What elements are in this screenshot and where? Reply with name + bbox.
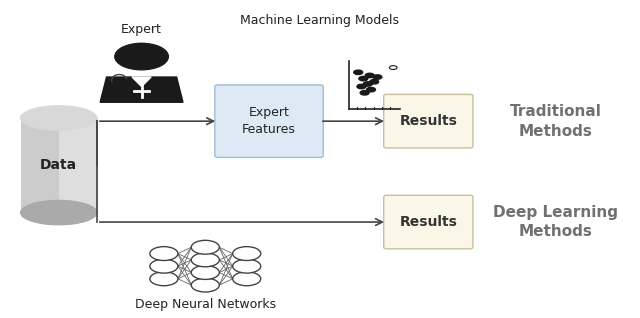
Ellipse shape: [20, 106, 97, 130]
Circle shape: [373, 75, 382, 79]
Text: Expert
Features: Expert Features: [242, 106, 296, 136]
Text: Traditional
Methods: Traditional Methods: [510, 104, 602, 139]
Circle shape: [150, 259, 178, 273]
FancyBboxPatch shape: [384, 94, 473, 148]
Text: Results: Results: [399, 114, 457, 128]
Circle shape: [390, 66, 397, 69]
Circle shape: [359, 76, 368, 81]
Circle shape: [233, 259, 260, 273]
Text: Machine Learning Models: Machine Learning Models: [241, 14, 399, 27]
Text: Results: Results: [399, 215, 457, 229]
Circle shape: [191, 253, 220, 267]
Text: Deep Learning
Methods: Deep Learning Methods: [493, 205, 618, 239]
Circle shape: [191, 240, 220, 254]
Circle shape: [233, 272, 260, 286]
Circle shape: [150, 272, 178, 286]
Circle shape: [364, 82, 372, 86]
Text: Data: Data: [40, 158, 77, 172]
Polygon shape: [100, 77, 183, 102]
Circle shape: [365, 73, 374, 78]
Text: Deep Neural Networks: Deep Neural Networks: [135, 298, 276, 310]
Bar: [20, 118, 97, 213]
Circle shape: [191, 278, 220, 292]
Circle shape: [354, 70, 363, 74]
Circle shape: [115, 43, 168, 70]
Circle shape: [367, 87, 376, 92]
Text: Expert: Expert: [121, 23, 162, 36]
Circle shape: [191, 266, 220, 280]
Bar: [59, 118, 97, 213]
Circle shape: [370, 80, 379, 84]
Ellipse shape: [20, 200, 97, 225]
Circle shape: [357, 84, 366, 89]
FancyBboxPatch shape: [215, 85, 323, 157]
Polygon shape: [132, 77, 151, 86]
FancyBboxPatch shape: [384, 195, 473, 249]
Circle shape: [150, 247, 178, 260]
Circle shape: [233, 247, 260, 260]
Circle shape: [360, 91, 369, 95]
